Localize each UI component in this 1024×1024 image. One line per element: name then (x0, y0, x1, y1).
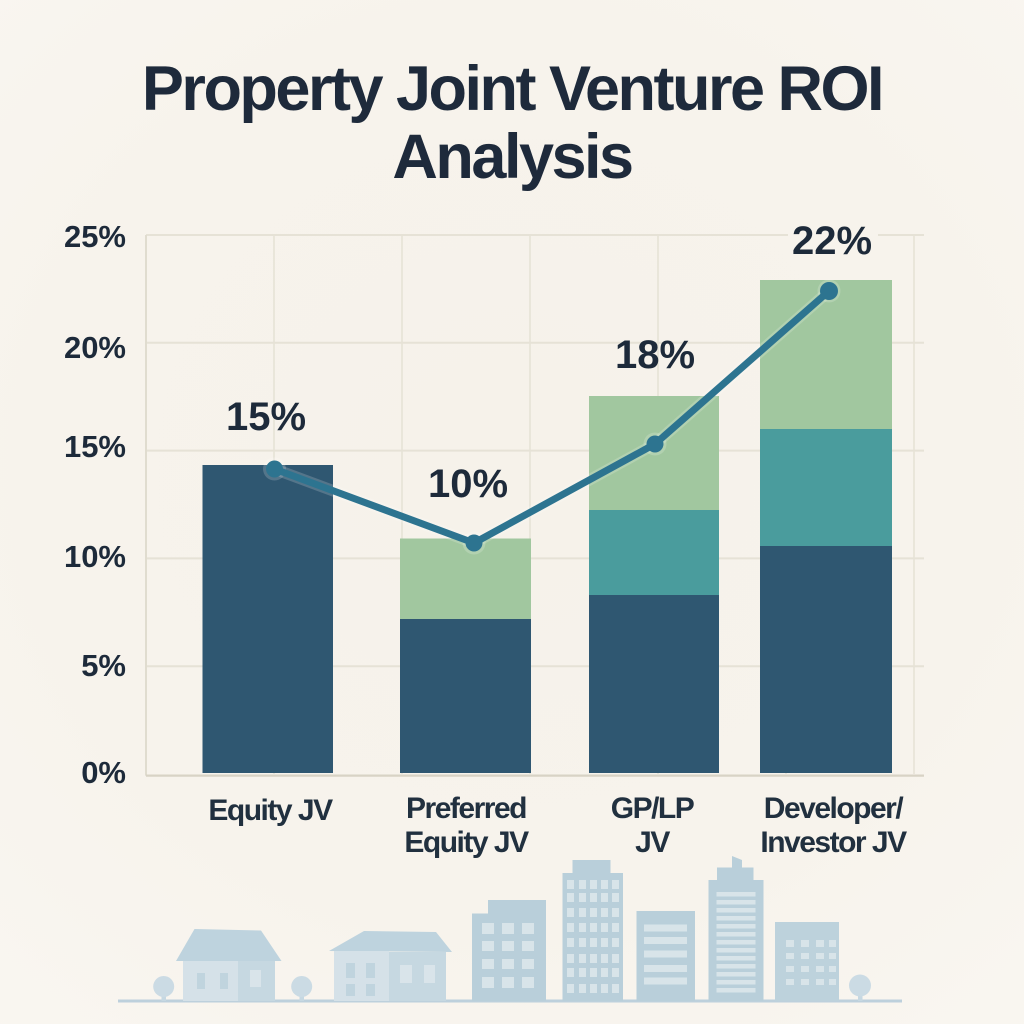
svg-text:GP/LP: GP/LP (611, 792, 694, 825)
svg-text:15%: 15% (64, 429, 126, 464)
svg-text:25%: 25% (64, 219, 126, 254)
svg-text:10%: 10% (64, 539, 126, 574)
svg-text:Developer/: Developer/ (764, 792, 905, 825)
svg-text:20%: 20% (64, 330, 126, 365)
svg-text:5%: 5% (81, 648, 126, 683)
svg-text:22%: 22% (792, 219, 872, 263)
svg-text:Analysis: Analysis (392, 122, 632, 192)
svg-text:Preferred: Preferred (406, 792, 526, 825)
svg-text:10%: 10% (428, 462, 508, 506)
svg-text:Equity JV: Equity JV (208, 794, 333, 827)
svg-text:JV: JV (635, 826, 670, 859)
svg-text:Equity JV: Equity JV (404, 826, 529, 859)
svg-text:18%: 18% (615, 333, 695, 377)
svg-text:Property Joint Venture ROI: Property Joint Venture ROI (142, 54, 882, 124)
svg-text:15%: 15% (226, 395, 306, 439)
svg-text:Investor JV: Investor JV (760, 826, 907, 859)
svg-text:0%: 0% (81, 755, 126, 790)
